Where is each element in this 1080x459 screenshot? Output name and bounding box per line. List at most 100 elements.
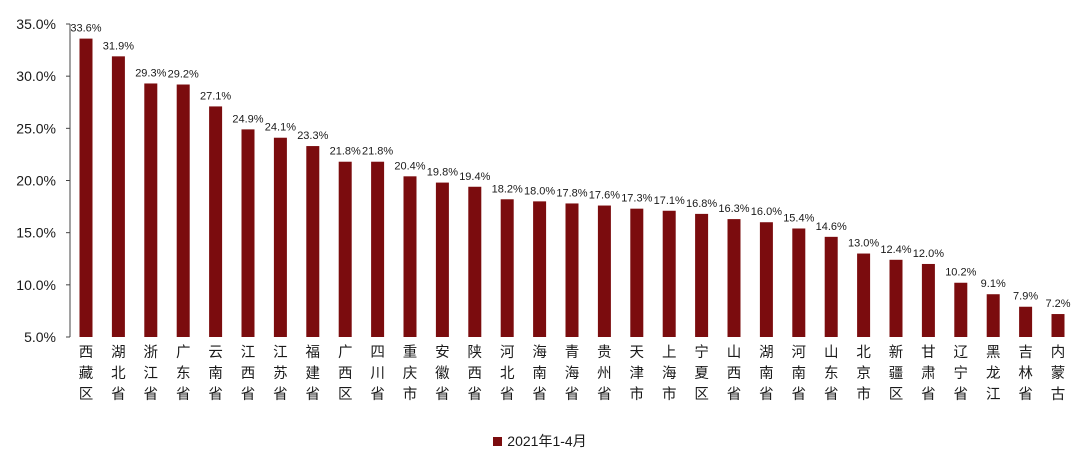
y-tick-label: 15.0%	[16, 225, 56, 241]
x-tick-label: 四川省	[370, 345, 385, 403]
data-label: 18.0%	[524, 185, 555, 197]
x-tick-label: 贵州省	[597, 344, 612, 403]
data-label: 9.1%	[981, 278, 1006, 290]
bar	[338, 161, 352, 337]
x-tick-label: 甘肃省	[921, 344, 936, 403]
data-label: 20.4%	[394, 160, 425, 172]
x-tick-label: 江苏省	[273, 344, 288, 403]
bar	[695, 213, 709, 337]
data-label: 15.4%	[783, 212, 814, 224]
data-label: 27.1%	[200, 90, 231, 102]
bar	[468, 186, 482, 337]
legend: 2021年1-4月	[0, 431, 1080, 451]
data-label: 21.8%	[330, 146, 361, 158]
bar	[986, 294, 1000, 337]
value-labels: 33.6%31.9% 29.3% 29.2%27.1%24.9%24.1%23.3%…	[70, 23, 1070, 310]
bar	[273, 137, 287, 337]
y-tick-label: 25.0%	[16, 120, 56, 136]
bar	[144, 83, 158, 337]
data-label: 19.8%	[427, 167, 458, 179]
bar	[889, 259, 903, 337]
x-tick-label: 广西区	[338, 344, 353, 403]
bar	[209, 106, 223, 337]
x-tick-label: 浙江省	[144, 344, 159, 403]
x-tick-label: 北京市	[856, 344, 871, 403]
x-tick-label: 河南省	[792, 344, 807, 403]
data-label: 7.9%	[1013, 291, 1038, 303]
x-tick-label: 湖北省	[111, 344, 126, 403]
x-tick-label: 天津市	[630, 345, 645, 403]
data-label: 13.0%	[848, 238, 879, 250]
data-label: 24.1%	[265, 122, 296, 134]
x-tick-label: 青海省	[565, 344, 580, 403]
bar	[111, 56, 125, 338]
data-label: 14.6%	[816, 221, 847, 233]
x-tick-label: 内蒙古	[1051, 344, 1066, 403]
bar	[1019, 306, 1033, 337]
y-tick-label: 5.0%	[24, 329, 56, 345]
bar	[727, 219, 741, 337]
x-tick-label: 河北省	[500, 344, 515, 403]
data-label: 16.8%	[686, 198, 717, 210]
bar	[921, 263, 935, 337]
x-axis-labels: 西藏区 湖北省 浙江省 广东省 云南省 江西省 江苏省 福建省 广西区 四川省 重庆市 安徽省 陕西省 河…	[79, 344, 1066, 403]
data-label: 12.4%	[880, 244, 911, 256]
bar	[565, 203, 579, 337]
x-tick-label: 上海市	[662, 344, 677, 403]
bar	[597, 205, 611, 337]
bar	[176, 84, 190, 337]
bar	[306, 146, 320, 337]
bar	[1051, 314, 1065, 337]
legend-label: 2021年1-4月	[507, 433, 587, 449]
data-label: 18.2%	[492, 183, 523, 195]
data-label: 31.9%	[103, 40, 134, 52]
bar	[79, 38, 93, 338]
bar	[662, 210, 676, 337]
bar	[403, 176, 417, 337]
x-tick-label: 宁夏区	[694, 344, 709, 403]
x-tick-label: 重庆市	[403, 344, 418, 403]
data-label: 33.6%	[70, 23, 101, 35]
bar	[371, 161, 385, 337]
y-axis: 5.0% 10.0% 15.0% 20.0% 25.0% 30.0% 35.0%	[16, 16, 71, 345]
data-label: 24.9%	[232, 113, 263, 125]
x-tick-label: 西藏区	[79, 345, 94, 403]
data-label: 12.0%	[913, 248, 944, 260]
data-label: 16.0%	[751, 206, 782, 218]
bar	[759, 222, 773, 337]
data-label: 17.1%	[654, 195, 685, 207]
bar	[630, 208, 644, 337]
x-tick-label: 广东省	[176, 344, 191, 403]
x-tick-label: 陕西省	[468, 344, 483, 403]
data-label: 17.8%	[556, 187, 587, 199]
x-tick-label: 海南省	[532, 344, 547, 403]
x-tick-label: 安徽省	[435, 344, 450, 403]
x-tick-label: 新疆区	[889, 344, 904, 403]
data-label: 29.2%	[168, 69, 199, 81]
data-label: 21.8%	[362, 146, 393, 158]
x-tick-label: 辽宁省	[954, 344, 969, 403]
data-label: 10.2%	[945, 267, 976, 279]
x-tick-label: 黑龙江	[986, 345, 1001, 403]
bar	[533, 201, 547, 337]
bar	[824, 236, 838, 337]
y-tick-label: 35.0%	[16, 16, 56, 32]
legend-swatch	[493, 437, 503, 446]
bar	[500, 199, 514, 337]
x-tick-label: 福建省	[306, 344, 321, 403]
data-label: 7.2%	[1045, 298, 1070, 310]
bar	[954, 282, 968, 337]
y-tick-label: 30.0%	[16, 68, 56, 84]
bar	[241, 129, 255, 337]
data-label: 17.3%	[621, 193, 652, 205]
data-label: 16.3%	[718, 203, 749, 215]
x-tick-label: 江西省	[241, 344, 256, 403]
data-label: 17.6%	[589, 190, 620, 202]
x-tick-label: 湖南省	[759, 344, 774, 403]
bar	[792, 228, 806, 337]
data-label: 29.3%	[135, 67, 166, 79]
bar	[435, 182, 449, 337]
x-tick-label: 吉林省	[1018, 344, 1033, 403]
bar	[857, 253, 871, 337]
bar-chart: 5.0% 10.0% 15.0% 20.0% 25.0% 30.0% 35.0% 33.6%…	[16, 16, 1070, 403]
